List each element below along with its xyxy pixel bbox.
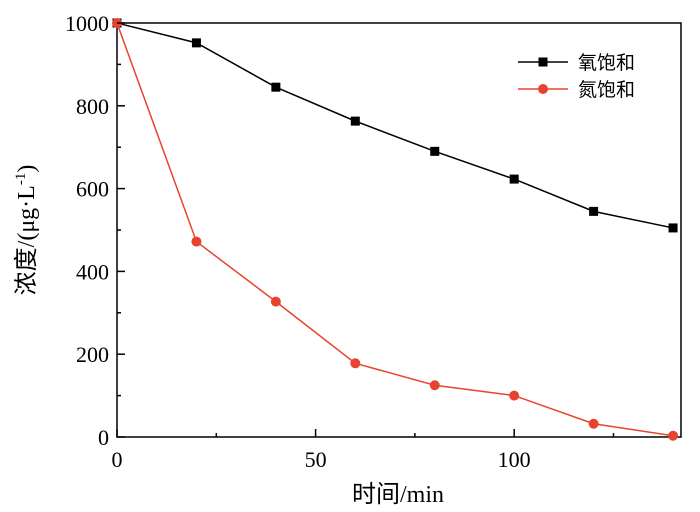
y-tick-label: 400 [76,259,109,284]
data-point [509,174,519,184]
series-layer [112,18,679,441]
series-line [116,22,674,437]
legend-marker-oxygen [538,57,548,67]
legend-label-nitrogen: 氮饱和 [578,79,635,101]
data-point [668,223,678,233]
data-point [430,146,440,156]
y-axis-label-close: ) [14,165,40,173]
y-axis-label-superscript: -1 [13,173,29,186]
data-point [350,358,361,369]
legend-item-nitrogen: 氮饱和 [518,79,635,101]
legend-marker-nitrogen [538,84,548,94]
data-point [350,116,360,126]
series-line [116,22,674,229]
y-axis-label-main: 浓度/(μg·L [13,185,40,295]
data-point [588,418,599,429]
x-axis-label: 时间/min [352,481,444,508]
x-tick-label: 0 [112,447,123,472]
data-point [509,390,520,401]
x-tick-label: 50 [305,447,327,472]
data-point [271,82,281,92]
data-point [668,430,679,441]
data-point [191,236,202,247]
y-axis-label: 浓度/(μg·L-1) [13,165,40,296]
series-oxygen [112,18,678,233]
data-point [429,380,440,391]
legend-label-oxygen: 氧饱和 [578,52,635,74]
legend: 氧饱和 氮饱和 [518,52,635,101]
legend-item-oxygen: 氧饱和 [518,52,635,74]
y-tick-label: 0 [98,425,109,450]
series-nitrogen [112,18,679,441]
data-point [191,38,201,48]
data-point [589,206,599,216]
x-tick-label: 100 [498,447,531,472]
y-tick-label: 800 [76,94,109,119]
y-tick-label: 200 [76,342,109,367]
data-point [270,296,281,307]
y-tick-label: 600 [76,177,109,202]
y-tick-label: 1000 [65,11,109,36]
